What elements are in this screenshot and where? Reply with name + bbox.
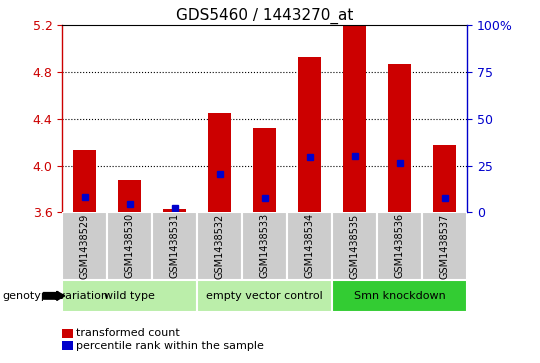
Bar: [163, 209, 186, 212]
Text: GSM1438529: GSM1438529: [79, 213, 90, 278]
Bar: [118, 180, 141, 212]
Bar: [62, 280, 197, 312]
Bar: [152, 212, 197, 280]
Bar: [287, 212, 332, 280]
Bar: [62, 212, 107, 280]
Bar: [253, 128, 276, 212]
Text: GSM1438533: GSM1438533: [260, 213, 269, 278]
Bar: [434, 144, 456, 212]
Bar: [197, 280, 332, 312]
Bar: [377, 212, 422, 280]
Text: GSM1438536: GSM1438536: [395, 213, 404, 278]
Bar: [299, 57, 321, 212]
Text: GSM1438530: GSM1438530: [125, 213, 134, 278]
Bar: [242, 212, 287, 280]
Text: GSM1438535: GSM1438535: [349, 213, 360, 278]
Text: wild type: wild type: [104, 291, 155, 301]
Text: genotype/variation: genotype/variation: [3, 291, 109, 301]
Text: GSM1438534: GSM1438534: [305, 213, 315, 278]
Text: GSM1438532: GSM1438532: [214, 213, 225, 278]
Text: Smn knockdown: Smn knockdown: [354, 291, 445, 301]
Text: empty vector control: empty vector control: [206, 291, 323, 301]
Bar: [343, 25, 366, 212]
Text: GSM1438537: GSM1438537: [440, 213, 450, 278]
Bar: [73, 150, 96, 212]
Bar: [388, 64, 411, 212]
Bar: [208, 113, 231, 212]
Bar: [197, 212, 242, 280]
Title: GDS5460 / 1443270_at: GDS5460 / 1443270_at: [176, 8, 353, 24]
Bar: [332, 212, 377, 280]
Bar: [332, 280, 467, 312]
Text: GSM1438531: GSM1438531: [170, 213, 180, 278]
Bar: [422, 212, 467, 280]
Bar: [107, 212, 152, 280]
Text: percentile rank within the sample: percentile rank within the sample: [76, 341, 264, 351]
Text: transformed count: transformed count: [76, 328, 179, 338]
